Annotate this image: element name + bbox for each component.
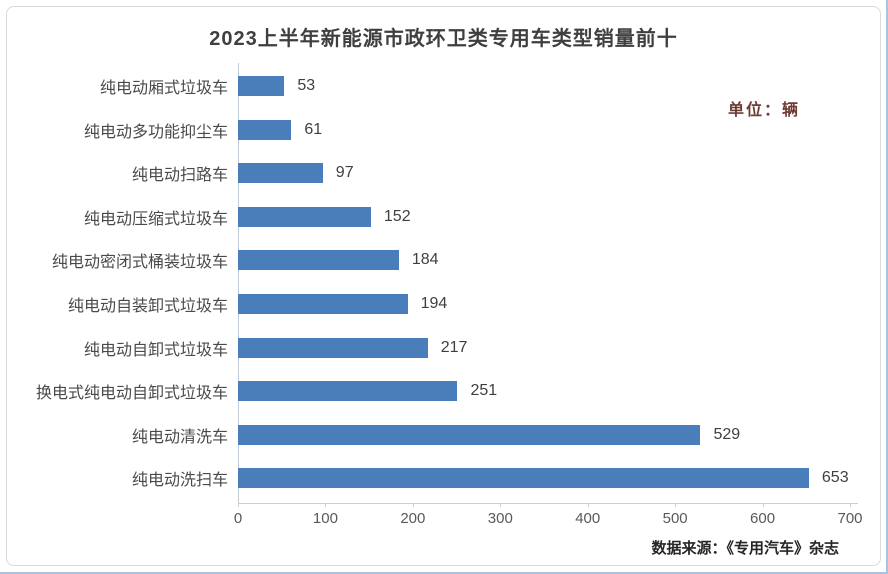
bar-row: 纯电动密闭式桶装垃圾车 184 — [7, 250, 880, 272]
bar-row: 纯电动厢式垃圾车 53 — [7, 76, 880, 97]
bar-row: 纯电动多功能抑尘车 61 — [7, 119, 880, 141]
category-label: 纯电动扫路车 — [131, 167, 228, 185]
bar-row: 纯电动洗扫车 653 — [7, 468, 880, 490]
bar-row: 纯电动自卸式垃圾车 217 — [7, 337, 880, 359]
bar — [238, 119, 292, 140]
category-label: 纯电动多功能抑尘车 — [83, 123, 228, 141]
y-axis-line — [238, 63, 239, 503]
value-label: 53 — [297, 77, 316, 94]
category-label: 纯电动密闭式桶装垃圾车 — [51, 254, 228, 272]
unit-label: 单位：辆 — [727, 102, 800, 119]
bar-row: 换电式纯电动自卸式垃圾车 251 — [7, 381, 880, 403]
bar — [238, 163, 323, 184]
value-label: 653 — [821, 469, 849, 487]
bar — [238, 294, 408, 314]
x-axis-tick-label: 600 — [750, 510, 776, 527]
x-axis-tick-mark — [238, 503, 239, 507]
x-axis-tick-label: 300 — [487, 510, 513, 527]
x-axis-tick-mark — [412, 503, 414, 507]
category-label: 纯电动自装卸式垃圾车 — [67, 298, 228, 315]
category-label: 纯电动自卸式垃圾车 — [83, 341, 228, 359]
chart-frame: 2023上半年新能源市政环卫类专用车类型销量前十 单位：辆 数据来源：《专用汽车… — [6, 6, 881, 566]
x-axis-tick-mark — [587, 503, 589, 507]
x-axis-tick-mark — [762, 503, 764, 507]
bar — [238, 468, 809, 489]
x-axis-tick-mark — [325, 503, 327, 507]
x-axis-tick-label: 700 — [837, 510, 863, 527]
bar — [238, 424, 701, 445]
category-label: 纯电动清洗车 — [131, 428, 228, 446]
bar — [238, 206, 371, 227]
category-label: 纯电动压缩式垃圾车 — [83, 210, 228, 228]
value-label: 184 — [411, 251, 439, 269]
bar — [238, 250, 399, 271]
data-source-label: 数据来源：《专用汽车》杂志 — [651, 540, 839, 557]
chart-title: 2023上半年新能源市政环卫类专用车类型销量前十 — [209, 28, 678, 50]
x-axis-tick-mark — [500, 503, 502, 507]
value-label: 61 — [304, 120, 323, 138]
value-label: 97 — [335, 164, 354, 182]
bar — [238, 76, 285, 96]
chart-area: 2023上半年新能源市政环卫类专用车类型销量前十 单位：辆 数据来源：《专用汽车… — [7, 7, 880, 565]
value-label: 194 — [420, 295, 448, 312]
value-label: 529 — [713, 425, 741, 443]
value-label: 152 — [383, 207, 411, 225]
x-axis-tick-label: 400 — [575, 510, 601, 527]
bar-row: 纯电动清洗车 529 — [7, 424, 880, 446]
x-axis-tick-label: 100 — [312, 510, 338, 527]
x-axis-tick-label: 500 — [662, 510, 688, 527]
bar — [238, 337, 428, 358]
category-label: 纯电动厢式垃圾车 — [99, 80, 228, 97]
x-axis-tick-label: 200 — [400, 510, 426, 527]
value-label: 217 — [440, 338, 468, 356]
value-label: 251 — [470, 382, 498, 400]
category-label: 换电式纯电动自卸式垃圾车 — [35, 385, 228, 403]
bar-row: 纯电动扫路车 97 — [7, 163, 880, 185]
x-axis-tick-label: 0 — [233, 510, 243, 527]
x-axis-tick-mark — [675, 503, 677, 507]
category-label: 纯电动洗扫车 — [131, 472, 228, 490]
bar-row: 纯电动压缩式垃圾车 152 — [7, 206, 880, 228]
bar-row: 纯电动自装卸式垃圾车 194 — [7, 294, 880, 315]
bar — [238, 381, 458, 402]
x-axis-line — [238, 503, 858, 504]
x-axis-tick-mark — [850, 503, 851, 507]
